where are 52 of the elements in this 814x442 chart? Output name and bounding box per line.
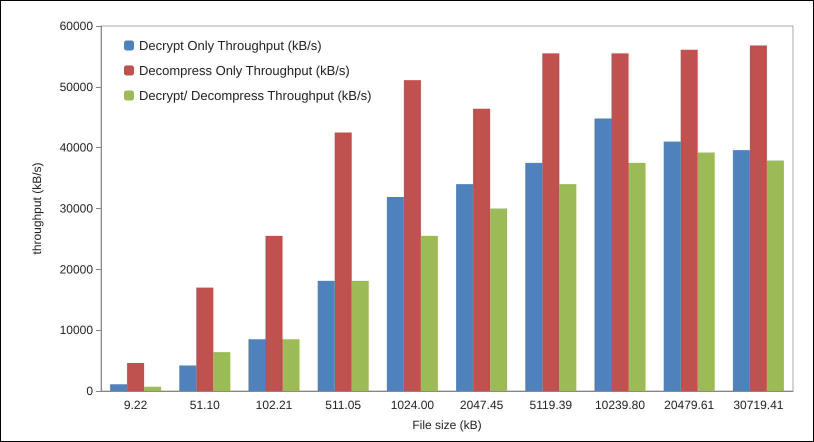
bar: [196, 288, 214, 391]
x-tick-label: 2047.45: [460, 398, 504, 412]
x-tick-label: 102.21: [256, 398, 293, 412]
y-tick-label: 50000: [60, 80, 94, 94]
bar: [698, 152, 715, 391]
x-tick-label: 20479.61: [664, 398, 715, 412]
legend-label: Decrypt Only Throughput (kB/s): [139, 38, 322, 53]
bar: [766, 160, 784, 391]
bar: [628, 162, 646, 391]
bar: [404, 80, 421, 391]
legend-label: Decompress Only Throughput (kB/s): [139, 63, 350, 78]
bar: [680, 50, 698, 391]
bar: [318, 280, 335, 391]
y-tick-label: 20000: [60, 262, 94, 276]
bar: [386, 196, 404, 391]
bar: [110, 384, 128, 391]
bar: [525, 162, 542, 391]
bar: [144, 386, 162, 391]
bar: [420, 236, 438, 391]
bar: [732, 150, 750, 391]
bar: [664, 142, 681, 391]
bar: [473, 108, 490, 391]
bar: [352, 280, 369, 391]
bar: [559, 184, 576, 391]
bar: [248, 339, 266, 391]
bar: [456, 184, 474, 391]
x-tick-label: 30719.41: [733, 398, 784, 412]
y-tick-label: 40000: [60, 140, 94, 155]
y-tick-label: 30000: [60, 202, 94, 216]
y-tick-label: 10000: [60, 323, 94, 338]
bar: [750, 45, 767, 391]
x-tick-label: 51.10: [190, 398, 220, 412]
bar: [542, 53, 560, 391]
bar: [594, 118, 612, 391]
bar: [282, 339, 300, 391]
y-tick-label: 60000: [60, 19, 94, 33]
bar: [266, 236, 282, 391]
y-axis-title: throughput (kB/s): [30, 162, 44, 255]
x-tick-label: 9.22: [124, 398, 148, 412]
x-axis-title: File size (kB): [412, 418, 482, 432]
x-tick-label: 511.05: [325, 398, 362, 412]
bar: [213, 352, 230, 391]
x-tick-label: 10239.80: [594, 398, 646, 412]
bar: [127, 363, 144, 391]
y-tick-label: 0: [86, 384, 94, 398]
legend-label: Decrypt/ Decompress Throughput (kB/s): [139, 88, 372, 103]
x-tick-label: 5119.39: [530, 398, 572, 412]
bar: [490, 208, 508, 391]
bar: [612, 53, 628, 391]
bar: [179, 365, 196, 391]
bar: [334, 132, 352, 391]
x-tick-label: 1024.00: [390, 398, 434, 412]
